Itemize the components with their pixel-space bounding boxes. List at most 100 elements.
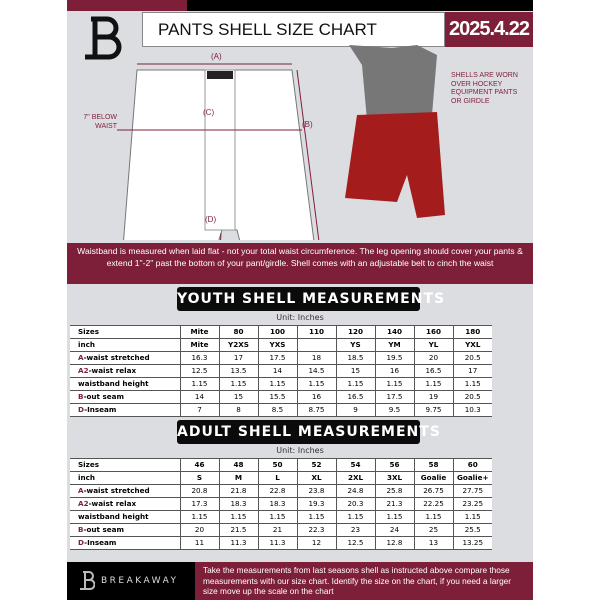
measure-name: waistband height <box>78 379 149 388</box>
table-cell: 22.8 <box>257 484 297 498</box>
table-cell: Goalie <box>413 471 453 485</box>
measure-name: -Inseam <box>84 405 117 414</box>
table-cell: 24 <box>374 523 414 537</box>
table-cell: 1.15 <box>296 510 336 524</box>
table-cell: 13.5 <box>218 364 258 378</box>
table-cell: 1.15 <box>257 377 297 391</box>
table-cell: M <box>218 471 258 485</box>
table-cell: 13.25 <box>452 536 492 550</box>
table-cell: 12 <box>296 536 336 550</box>
table-cell: 25.8 <box>374 484 414 498</box>
table-cell: Goalie+ <box>452 471 492 485</box>
table-row: Sizes 46 48 50 52 54 56 58 60 <box>70 458 492 472</box>
table-cell: 21.8 <box>218 484 258 498</box>
table-cell: YXL <box>452 338 492 352</box>
table-row: A2-waist relax 17.3 18.3 18.3 19.3 20.3 21.3 22… <box>70 497 492 511</box>
row-label: A-waist stretched <box>70 351 180 365</box>
measure-code: A <box>78 353 84 362</box>
table-cell: 15.5 <box>257 390 297 404</box>
table-cell: 56 <box>374 458 414 472</box>
table-cell: 24.8 <box>335 484 375 498</box>
measure-name: -Inseam <box>84 538 117 547</box>
table-cell: 19.3 <box>296 497 336 511</box>
page-title: PANTS SHELL SIZE CHART <box>142 12 445 47</box>
row-label: B-out seam <box>70 523 180 537</box>
table-row: B-out seam 14 15 15.5 16 16.5 17.5 19 20.5 <box>70 390 492 404</box>
table-row: inch S M L XL 2XL 3XL Goalie Goalie+ <box>70 471 492 485</box>
table-cell: 120 <box>335 325 375 339</box>
table-cell: 52 <box>296 458 336 472</box>
row-label: inch <box>70 471 180 485</box>
table-cell: 12.5 <box>335 536 375 550</box>
table-cell: 17.5 <box>257 351 297 365</box>
table-cell: Y2XS <box>218 338 258 352</box>
table-cell: 22.3 <box>296 523 336 537</box>
row-label: waistband height <box>70 510 180 524</box>
table-cell: 20.3 <box>335 497 375 511</box>
table-cell: 1.15 <box>257 510 297 524</box>
table-cell: 14 <box>179 390 219 404</box>
table-cell <box>296 338 336 352</box>
table-cell: 13 <box>413 536 453 550</box>
measure-code: A2 <box>78 366 89 375</box>
adult-unit: Unit: Inches <box>276 446 324 455</box>
table-cell: 12.8 <box>374 536 414 550</box>
row-label: A-waist stretched <box>70 484 180 498</box>
table-cell: 18.3 <box>257 497 297 511</box>
table-cell: 27.75 <box>452 484 492 498</box>
table-cell: 60 <box>452 458 492 472</box>
table-cell: 19 <box>413 390 453 404</box>
row-label: Sizes <box>70 325 180 339</box>
date-badge: 2025.4.22 <box>445 12 533 47</box>
table-cell: 21.3 <box>374 497 414 511</box>
pants-diagram <box>117 63 320 240</box>
table-cell: 1.15 <box>374 377 414 391</box>
table-row: inch Mite Y2XS YXS YS YM YL YXL <box>70 338 492 352</box>
table-cell: 11 <box>179 536 219 550</box>
table-cell: 15 <box>335 364 375 378</box>
measure-name: inch <box>78 340 95 349</box>
table-cell: 25 <box>413 523 453 537</box>
table-cell: 19.5 <box>374 351 414 365</box>
table-row: A2-waist relax 12.5 13.5 14 14.5 15 16 16.5 17 <box>70 364 492 378</box>
table-cell: 1.15 <box>335 510 375 524</box>
label-c: (C) <box>203 108 215 117</box>
table-cell: 8 <box>218 403 258 417</box>
table-cell: 18.5 <box>335 351 375 365</box>
measure-code: B <box>78 392 84 401</box>
label-b: (B) <box>302 120 313 129</box>
measure-name: inch <box>78 473 95 482</box>
label-a: (A) <box>211 52 222 61</box>
table-cell: YXS <box>257 338 297 352</box>
row-label: D-Inseam <box>70 536 180 550</box>
table-cell: 1.15 <box>452 510 492 524</box>
table-cell: 1.15 <box>335 377 375 391</box>
table-cell: 80 <box>218 325 258 339</box>
size-chart-sheet: PANTS SHELL SIZE CHART 2025.4.22 (A) (C)… <box>67 0 533 600</box>
table-row: D-Inseam 7 8 8.5 8.75 9 9.5 9.75 10.3 <box>70 403 492 417</box>
table-cell: 110 <box>296 325 336 339</box>
table-cell: 1.15 <box>374 510 414 524</box>
table-cell: 16.3 <box>179 351 219 365</box>
measure-code: D <box>78 405 85 414</box>
table-cell: 17.5 <box>374 390 414 404</box>
table-row: B-out seam 20 21.5 21 22.3 23 24 25 25.5 <box>70 523 492 537</box>
table-cell: 140 <box>374 325 414 339</box>
table-cell: YS <box>335 338 375 352</box>
table-cell: 21.5 <box>218 523 258 537</box>
table-cell: 100 <box>257 325 297 339</box>
table-cell: 20 <box>413 351 453 365</box>
measure-name: -waist stretched <box>83 486 150 495</box>
table-cell: Mite <box>179 338 219 352</box>
table-cell: 12.5 <box>179 364 219 378</box>
table-cell: S <box>179 471 219 485</box>
measure-name: -waist relax <box>88 499 137 508</box>
table-cell: 21 <box>257 523 297 537</box>
table-cell: 17.3 <box>179 497 219 511</box>
table-cell: L <box>257 471 297 485</box>
row-label: A2-waist relax <box>70 364 180 378</box>
table-cell: 16.5 <box>335 390 375 404</box>
table-cell: 23 <box>335 523 375 537</box>
row-label: A2-waist relax <box>70 497 180 511</box>
table-cell: 8.5 <box>257 403 297 417</box>
